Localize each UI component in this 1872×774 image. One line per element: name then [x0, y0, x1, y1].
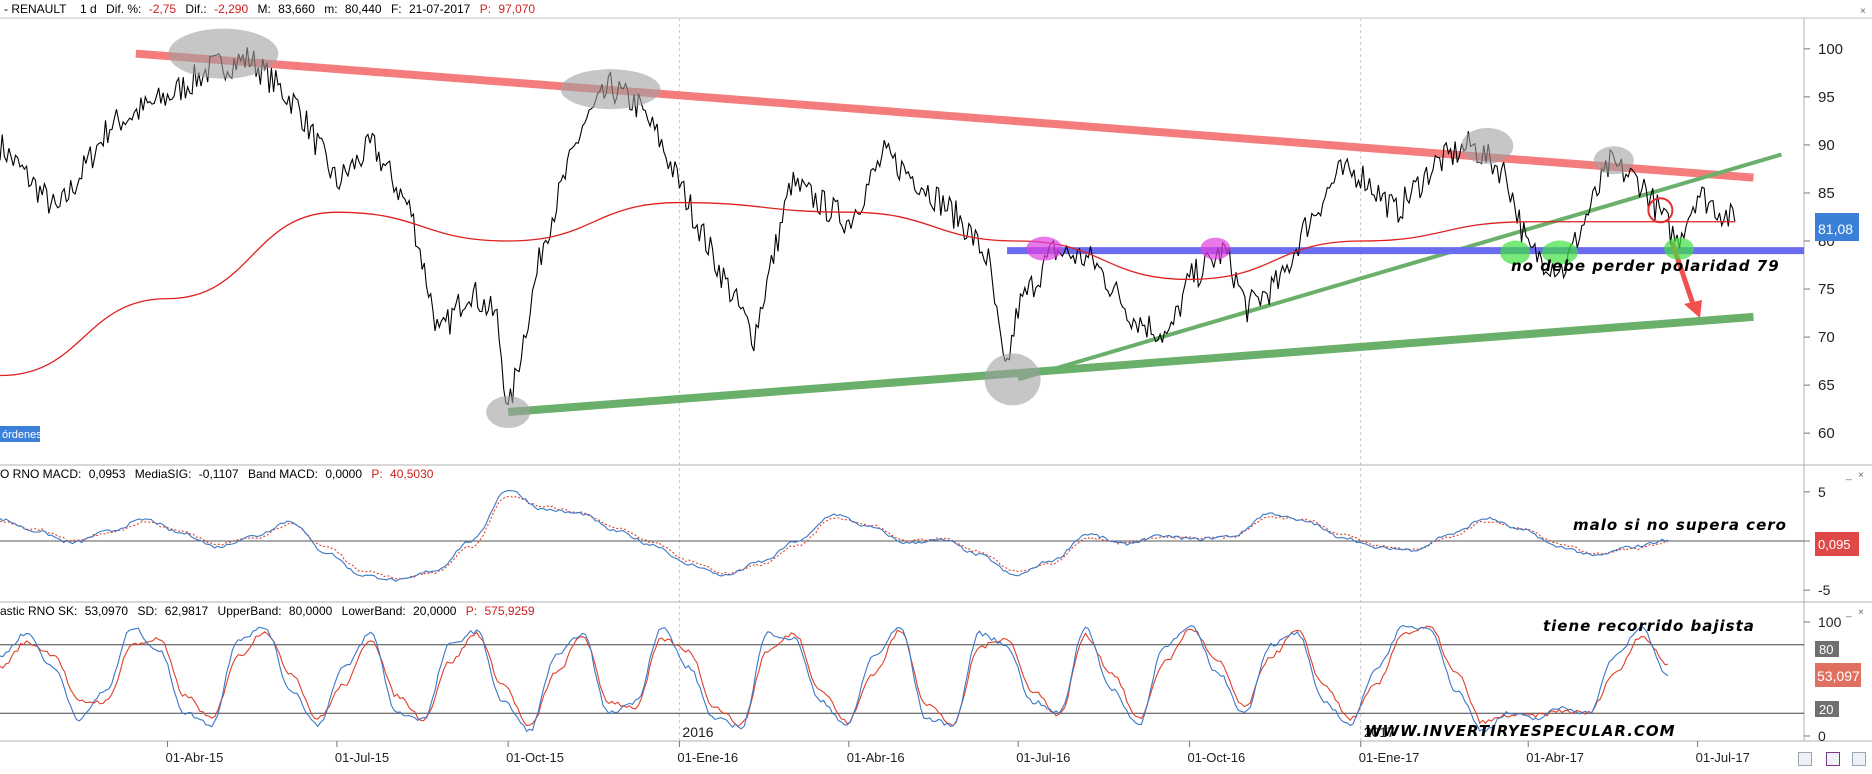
peak-highlight [1461, 127, 1514, 164]
stoch-upper-badge [1815, 641, 1839, 657]
y-tick-label: 100 [1818, 614, 1842, 630]
trendline-line [1017, 152, 1782, 382]
price-value-badge [1815, 213, 1859, 241]
price-value-label: 81,08 [1818, 221, 1853, 237]
close-icon[interactable]: × [1860, 6, 1866, 17]
macd-value-badge [1815, 532, 1859, 556]
x-axis: 01-Abr-15 01-Jul-15 01-Oct-15 01-Ene-16 01-A… [166, 724, 1750, 765]
header-bar [0, 0, 1872, 18]
polarity-touch [1664, 237, 1695, 260]
orders-badge[interactable] [0, 426, 40, 442]
stoch-annotation: tiene recorrido bajista [1543, 617, 1755, 635]
y-tick-label: 100 [1818, 41, 1843, 58]
stoch-lower-badge [1815, 701, 1839, 717]
stoch-sd-line [0, 625, 1669, 728]
close-icon[interactable]: × [1858, 607, 1864, 618]
macd-annotation: malo si no supera cero [1573, 516, 1787, 534]
year-label: 2016 [682, 724, 713, 740]
price-gridlines [678, 18, 1362, 741]
stoch-header: astic RNO SK: 53,0970 SD: 62,9817 UpperB… [0, 604, 535, 618]
x-tick-label: 01-Oct-15 [506, 750, 564, 765]
y-tick-label: 60 [1818, 425, 1835, 442]
panel-controls[interactable]: _ × _ × × [1845, 6, 1866, 618]
stoch-value-badge [1815, 663, 1861, 687]
orders-badge-label[interactable]: órdenes [2, 429, 42, 441]
y-tick-label: 85 [1818, 185, 1835, 202]
resistance-line [135, 49, 1754, 182]
y-tick-label: 90 [1818, 137, 1835, 154]
peak-highlight [560, 69, 661, 110]
peak-highlight [1593, 146, 1634, 175]
stoch-sk-line [0, 624, 1669, 733]
stoch-upper-label: 80 [1819, 642, 1833, 657]
polarity-touch [1500, 240, 1531, 265]
price-header: - RENAULT 1 d Dif. %: -2,75 Dif.: -2,290… [4, 2, 535, 16]
x-tick-label: 01-Abr-16 [847, 750, 905, 765]
x-tick-label: 01-Abr-15 [166, 750, 224, 765]
polarity-annotation: no debe perder polaridad 79 [1511, 257, 1780, 275]
y-tick-label: 5 [1818, 484, 1826, 500]
price-highlights [168, 28, 1695, 429]
close-icon[interactable]: × [1858, 470, 1864, 481]
x-tick-label: 01-Ene-17 [1359, 750, 1420, 765]
zoom-fit-icon[interactable] [1798, 752, 1812, 766]
moving-average-line [0, 201, 1735, 377]
x-tick-label: 01-Jul-17 [1696, 750, 1750, 765]
x-tick-label: 01-Jul-15 [335, 750, 389, 765]
y-tick-label: 65 [1818, 377, 1835, 394]
polarity-touch [1541, 240, 1578, 265]
down-arrow-head [1684, 300, 1702, 318]
price-series [0, 47, 1736, 406]
minimize-icon[interactable]: _ [1845, 470, 1852, 481]
polarity-touch [1026, 236, 1063, 261]
x-tick-label: 01-Jul-16 [1016, 750, 1070, 765]
x-tick-label: 01-Oct-16 [1187, 750, 1245, 765]
macd-signal-line [0, 495, 1669, 580]
minimize-icon[interactable]: _ [1845, 607, 1852, 618]
low-highlight [486, 396, 531, 429]
macd-header: O RNO MACD: 0,0953 MediaSIG: -0,1107 Ban… [0, 467, 434, 481]
support-line [507, 312, 1754, 417]
year-label: 2017 [1364, 724, 1395, 740]
y-tick-label: -5 [1818, 582, 1831, 598]
price-overlays [135, 49, 1804, 417]
y-tick-label: 70 [1818, 329, 1835, 346]
break-circle [1647, 197, 1674, 224]
website-watermark: WWW.INVERTIRYESPECULAR.COM [1365, 722, 1676, 740]
macd-value-label: 0,095 [1818, 537, 1851, 552]
grid-icon[interactable] [1852, 752, 1866, 766]
y-tick-label: 0 [1818, 728, 1826, 744]
y-tick-label: 75 [1818, 281, 1835, 298]
x-tick-label: 01-Abr-17 [1526, 750, 1584, 765]
stoch-value-label: 53,097 [1817, 668, 1860, 684]
polarity-touch [1200, 237, 1231, 260]
macd-panel: 50-5 [0, 484, 1831, 598]
stoch-lower-label: 20 [1819, 702, 1833, 717]
save-icon[interactable] [1826, 752, 1840, 766]
stoch-panel: 100 0 [0, 614, 1842, 744]
low-highlight [984, 353, 1041, 406]
macd-line [0, 490, 1669, 582]
x-tick-label: 01-Ene-16 [677, 750, 738, 765]
y-tick-label: 95 [1818, 89, 1835, 106]
price-line [0, 47, 1736, 406]
peak-highlight [168, 28, 279, 79]
